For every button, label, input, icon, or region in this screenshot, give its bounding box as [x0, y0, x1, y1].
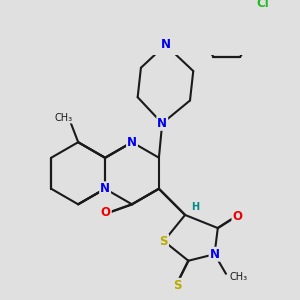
Text: S: S [160, 235, 168, 248]
Text: CH₃: CH₃ [230, 272, 248, 282]
Text: N: N [100, 182, 110, 195]
Text: CH₃: CH₃ [54, 112, 73, 123]
Text: N: N [157, 117, 167, 130]
Text: O: O [232, 210, 242, 223]
Text: Cl: Cl [257, 0, 270, 10]
Text: S: S [173, 279, 181, 292]
Text: H: H [191, 202, 199, 212]
Text: N: N [127, 136, 137, 149]
Text: N: N [209, 248, 220, 261]
Text: O: O [101, 206, 111, 219]
Text: N: N [160, 38, 170, 51]
